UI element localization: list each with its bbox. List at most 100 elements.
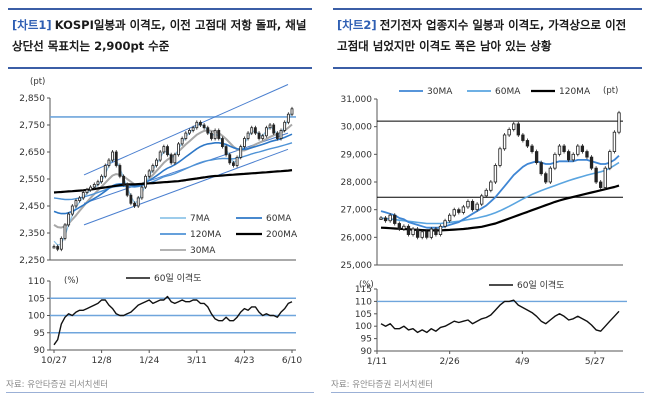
kospi-candle xyxy=(261,135,265,139)
kospi-candle xyxy=(246,132,250,139)
kospi-candle xyxy=(250,127,254,134)
electronics-candle xyxy=(521,134,525,141)
kospi-candle xyxy=(221,138,224,148)
electronics-candle xyxy=(562,145,566,152)
electronics-candle xyxy=(434,228,438,235)
y-tick-label: 31,000 xyxy=(341,95,373,105)
kospi-candle xyxy=(85,189,89,193)
chart-tag: [차트1] xyxy=(12,18,52,32)
source-divider xyxy=(331,392,644,393)
x-tick-label: 2/26 xyxy=(440,357,460,367)
kospi-candle xyxy=(239,146,243,158)
electronics-candle xyxy=(415,228,420,238)
kospi-candle xyxy=(217,129,221,139)
kospi-candle xyxy=(235,156,239,166)
electronics-candle xyxy=(576,145,580,155)
ma30-series-line xyxy=(380,155,620,229)
electronics-candle xyxy=(599,181,603,188)
legend-label: 120MA xyxy=(190,230,222,240)
electronics-candle xyxy=(548,167,553,183)
kospi-candle xyxy=(228,154,232,164)
disparity-series-line xyxy=(380,299,620,334)
chart-panel-right: [차트2] 전기전자 업종지수 일봉과 이격도, 가격상으로 이전 고점대 넘었지… xyxy=(325,0,650,406)
kospi-candle xyxy=(272,124,276,134)
electronics-candle xyxy=(557,145,562,155)
legend-label: 60일 이격도 xyxy=(517,279,564,291)
ma200-series-line xyxy=(53,169,293,194)
y-tick-label: 105 xyxy=(28,294,45,304)
kospi-candle xyxy=(103,165,107,177)
kospi-candle xyxy=(286,113,290,123)
kospi-candle xyxy=(188,129,191,134)
electronics-candle xyxy=(507,129,511,136)
electronics-candle xyxy=(443,220,447,227)
electronics-candle xyxy=(466,200,470,208)
electronics-candle xyxy=(420,231,424,238)
electronics-candle xyxy=(484,189,488,197)
kospi-candle xyxy=(133,202,136,207)
electronics-candle xyxy=(525,140,530,147)
chart-source: 자료: 유안타증권 리서치센터 xyxy=(6,380,109,390)
electronics-candle xyxy=(589,156,594,169)
x-tick-label: 3/11 xyxy=(187,356,207,366)
y-tick-label: 2,550 xyxy=(19,175,45,185)
x-tick-label: 1/11 xyxy=(367,357,387,367)
electronics-candle xyxy=(393,214,397,224)
y-tick-label: 110 xyxy=(28,277,45,287)
kospi-candle xyxy=(290,108,294,115)
electronics-candle xyxy=(512,123,516,130)
legend-label: 30MA xyxy=(190,246,216,256)
chart-tag: [차트2] xyxy=(337,18,377,32)
kospi-candle xyxy=(177,143,180,156)
legend-label: 60일 이격도 xyxy=(154,272,201,284)
kospi-candle xyxy=(52,246,56,249)
kospi-candle xyxy=(140,186,144,199)
electronics-candle xyxy=(516,123,520,136)
electronics-candle xyxy=(425,231,429,238)
ma120-series-line xyxy=(53,142,293,201)
legend-label: 60MA xyxy=(495,87,521,97)
y-tick-label: 2,250 xyxy=(19,256,45,266)
y-tick-label: 95 xyxy=(361,335,372,345)
legend-label: 7MA xyxy=(190,214,210,224)
electronics-candle xyxy=(402,225,406,230)
y-axis-unit: (%) xyxy=(64,276,79,286)
kospi-candle xyxy=(242,138,246,148)
electronics-candle xyxy=(612,131,617,152)
kospi-candle xyxy=(70,205,74,215)
x-tick-label: 6/10 xyxy=(282,356,302,366)
kospi-candle xyxy=(56,246,60,250)
kospi-candle xyxy=(147,170,151,177)
electronics-candle xyxy=(498,148,502,166)
chart-panel-left: [차트1] KOSPI일봉과 이격도, 이전 고점대 저항 돌파, 채널 상단선 … xyxy=(0,0,320,406)
electronics-candle xyxy=(580,145,585,152)
electronics-candle xyxy=(608,151,612,169)
legend-label: 60MA xyxy=(266,214,292,224)
electronics-candle xyxy=(461,206,466,213)
legend-label: 30MA xyxy=(427,87,453,97)
electronics-candle xyxy=(388,214,392,222)
y-tick-label: 2,350 xyxy=(19,229,45,239)
source-divider xyxy=(6,392,314,393)
electronics-candle xyxy=(566,151,571,161)
y-axis-unit: (pt) xyxy=(603,86,618,96)
kospi-candle xyxy=(129,194,133,204)
kospi-candle xyxy=(118,165,122,177)
kospi-candle xyxy=(283,121,287,131)
x-tick-label: 1/24 xyxy=(139,356,159,366)
kospi-candle xyxy=(122,175,125,185)
y-tick-label: 29,000 xyxy=(341,150,373,160)
y-tick-label: 100 xyxy=(28,312,45,322)
kospi-candle xyxy=(195,121,199,129)
x-tick-label: 10/27 xyxy=(41,356,67,366)
kospi-candle xyxy=(155,159,158,166)
kospi-candle xyxy=(202,124,206,129)
kospi-candle xyxy=(169,154,173,164)
ma120-series-line xyxy=(380,184,620,232)
electronics-candle xyxy=(470,200,475,211)
kospi-candle xyxy=(114,151,118,166)
x-tick-label: 4/9 xyxy=(515,357,530,367)
ma60-series-line xyxy=(53,133,293,215)
kospi-candle xyxy=(224,146,228,156)
electronics-candle xyxy=(480,195,484,205)
